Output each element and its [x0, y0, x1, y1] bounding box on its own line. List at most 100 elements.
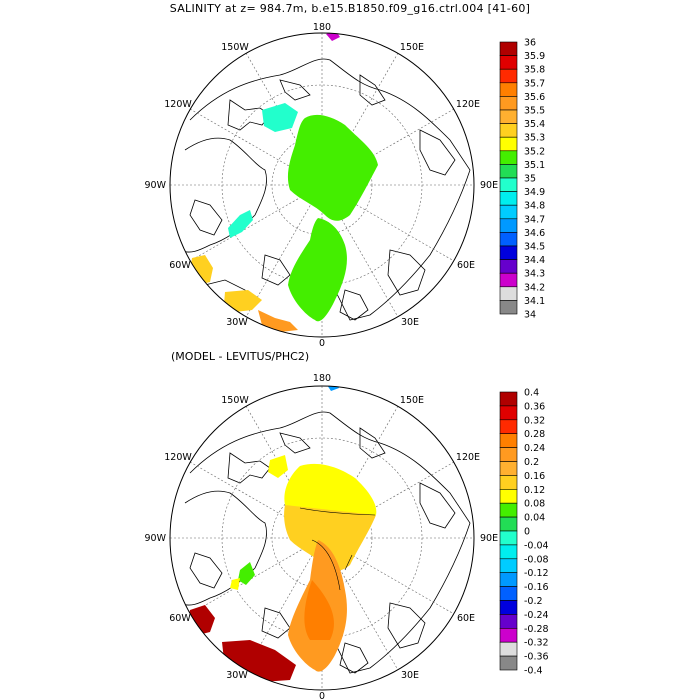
top-colorbar-swatch-2 — [499, 68, 518, 84]
bottom-label-60e: 60E — [457, 613, 475, 624]
bottom-colorbar-label-17: -0.28 — [524, 624, 549, 635]
top-colorbar-swatch-7 — [499, 136, 518, 152]
bottom-colorbar-label-18: -0.32 — [524, 638, 549, 649]
top-colorbar-label-7: 35.3 — [524, 133, 545, 144]
top-label-150e: 150E — [400, 42, 424, 53]
bottom-colorbar-swatch-1 — [499, 405, 518, 421]
bottom-colorbar-label-7: 0.12 — [524, 485, 545, 496]
bottom-label-120w: 120W — [164, 452, 192, 463]
bottom-colorbar-swatch-18 — [499, 641, 518, 657]
top-label-30w: 30W — [226, 317, 248, 328]
top-colorbar-swatch-6 — [499, 123, 518, 138]
top-colorbar-label-1: 35.9 — [524, 51, 545, 62]
top-coastlines — [179, 58, 471, 321]
bottom-colorbar-label-4: 0.24 — [524, 443, 545, 454]
top-colorbar-label-5: 35.5 — [524, 106, 545, 117]
top-colorbar-swatch-15 — [499, 245, 518, 260]
top-colorbar-label-14: 34.6 — [524, 228, 545, 239]
top-colorbar-label-8: 35.2 — [524, 146, 545, 157]
bottom-colorbar-swatch-16 — [499, 614, 518, 629]
bottom-colorbar-label-1: 0.36 — [524, 401, 545, 412]
bottom-colorbar-label-6: 0.16 — [524, 471, 545, 482]
plot-title: SALINITY at z= 984.7m, b.e15.B1850.f09_g… — [169, 2, 531, 15]
top-colorbar-swatch-14 — [499, 232, 518, 247]
top-label-0: 0 — [319, 338, 325, 349]
top-map-boundary — [169, 32, 475, 338]
bottom-label-60w: 60W — [169, 613, 191, 624]
top-colorbar-label-20: 34 — [524, 310, 536, 321]
bottom-colorbar-swatch-13 — [499, 572, 518, 587]
bottom-map-boundary — [169, 385, 475, 691]
bottom-colorbar-label-16: -0.24 — [524, 610, 549, 621]
top-colorbar-label-13: 34.7 — [524, 214, 545, 225]
top-colorbar-swatch-17 — [499, 272, 518, 288]
bottom-colorbar-label-13: -0.12 — [524, 568, 549, 579]
top-colorbar-swatch-12 — [499, 204, 518, 220]
bottom-colorbar-label-11: -0.04 — [524, 540, 549, 551]
bottom-colorbar-swatch-15 — [499, 600, 518, 615]
top-colorbar-swatch-18 — [499, 286, 518, 301]
top-colorbar-label-4: 35.6 — [524, 92, 545, 103]
bottom-colorbar-label-2: 0.32 — [524, 415, 545, 426]
bottom-label-0: 0 — [319, 691, 325, 700]
bottom-colorbar-label-20: -0.4 — [524, 666, 543, 677]
top-colorbar-swatch-11 — [499, 191, 518, 206]
top-colorbar-label-9: 35.1 — [524, 160, 545, 171]
bottom-colorbar-swatch-3 — [499, 433, 518, 448]
bottom-colorbar-swatch-9 — [499, 516, 518, 532]
top-colorbar-swatch-13 — [499, 218, 518, 233]
bottom-label-30e: 30E — [401, 670, 419, 681]
bottom-colorbar-swatch-19 — [499, 655, 518, 671]
bottom-colorbar-swatch-12 — [499, 558, 518, 573]
top-colorbar-swatch-9 — [499, 164, 518, 179]
top-label-120e: 120E — [456, 99, 480, 110]
bottom-label-90e: 90E — [480, 533, 498, 544]
bottom-colorbar-label-12: -0.08 — [524, 554, 549, 565]
top-colorbar-swatch-19 — [499, 300, 518, 315]
top-colorbar-label-0: 36 — [524, 38, 536, 49]
bottom-colorbar-swatch-17 — [499, 627, 518, 643]
bottom-label-90w: 90W — [145, 533, 167, 544]
bottom-colorbar-swatch-8 — [499, 502, 518, 518]
bottom-colorbar-swatch-2 — [499, 419, 518, 434]
top-colorbar-swatch-3 — [499, 82, 518, 97]
bottom-colorbar-swatch-10 — [499, 530, 518, 546]
top-colorbar-swatch-16 — [499, 259, 518, 274]
top-colorbar-swatch-5 — [499, 109, 518, 124]
top-colorbar-label-16: 34.4 — [524, 255, 545, 266]
top-colorbar-label-18: 34.2 — [524, 282, 545, 293]
top-colorbar-swatch-1 — [499, 55, 518, 70]
bottom-label-150e: 150E — [400, 395, 424, 406]
bottom-colorbar-label-0: 0.4 — [524, 388, 539, 399]
top-longitude-labels: 180 0 90W 90E 150W 120W 150E 120E 60W 30… — [145, 22, 499, 349]
bottom-colorbar-label-9: 0.04 — [524, 513, 545, 524]
top-colorbar-swatch-0 — [499, 41, 518, 56]
bottom-longitude-labels: 180 0 90W 90E 150W 120W 150E 120E 60W 30… — [145, 373, 499, 700]
top-polar-map: 180 0 90W 90E 150W 120W 150E 120E 60W 30… — [145, 22, 499, 349]
top-colorbar: 36 35.9 35.8 35.7 35.6 35.5 35.4 35.3 35.2 35.1 35… — [499, 38, 545, 321]
top-colorbar-label-19: 34.1 — [524, 296, 545, 307]
top-colorbar-label-15: 34.5 — [524, 242, 545, 253]
top-colorbar-swatch-8 — [499, 150, 518, 165]
bottom-contours — [299, 507, 376, 591]
bottom-label-30w: 30W — [226, 670, 248, 681]
plot-subtitle: (MODEL - LEVITUS/PHC2) — [171, 350, 310, 363]
top-label-30e: 30E — [401, 317, 419, 328]
bottom-colorbar-swatch-11 — [499, 544, 518, 560]
top-label-60e: 60E — [457, 260, 475, 271]
bottom-colorbar-label-10: 0 — [524, 527, 530, 538]
bottom-colorbar-label-3: 0.28 — [524, 429, 545, 440]
top-label-150w: 150W — [221, 42, 249, 53]
top-colorbar-swatch-4 — [499, 96, 518, 111]
bottom-colorbar-swatch-14 — [499, 586, 518, 601]
bottom-label-180: 180 — [313, 373, 331, 384]
bottom-colorbar-swatch-6 — [499, 475, 518, 490]
bottom-colorbar-swatch-7 — [499, 488, 518, 504]
top-colorbar-label-11: 34.9 — [524, 187, 545, 198]
top-label-60w: 60W — [169, 260, 191, 271]
top-salinity-field — [190, 33, 378, 332]
top-colorbar-label-10: 35 — [524, 174, 536, 185]
top-colorbar-label-2: 35.8 — [524, 65, 545, 76]
bottom-colorbar-label-5: 0.2 — [524, 457, 539, 468]
